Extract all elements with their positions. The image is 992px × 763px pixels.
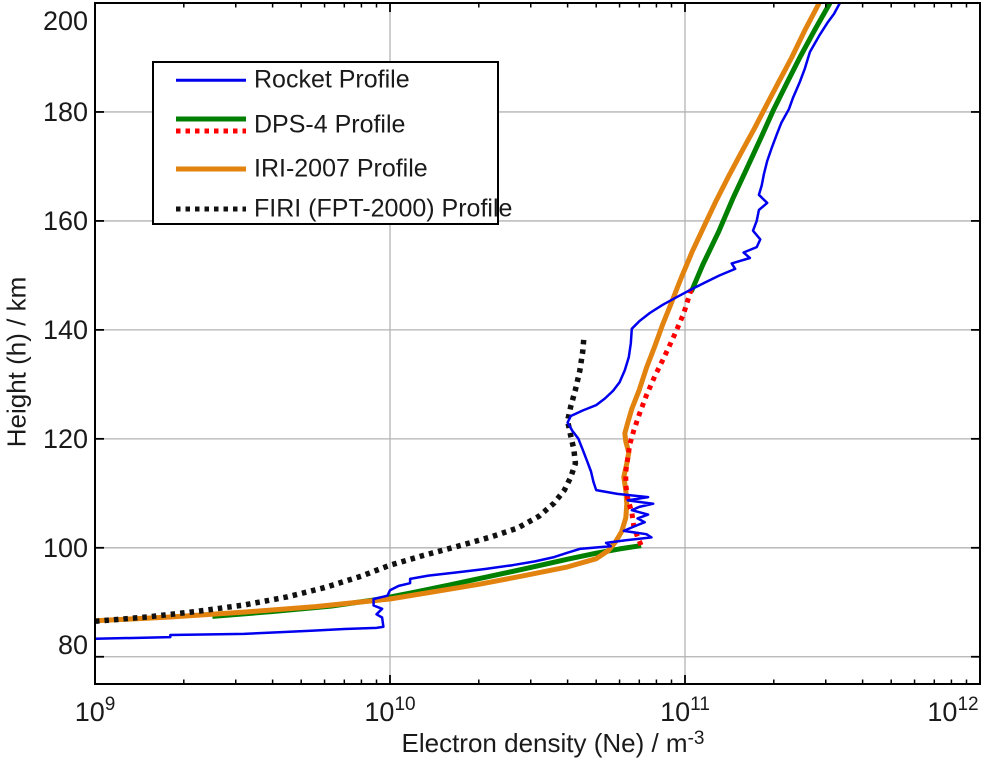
x-axis-label-text: Electron density (Ne) / m xyxy=(401,728,688,758)
x-tick-label-1e11: 1011 xyxy=(630,694,740,732)
legend-line-sample-iri-2007-profile xyxy=(176,166,246,172)
x-tick-exponent: 12 xyxy=(957,694,979,715)
series-dps-4-profile-upper-f-region xyxy=(689,3,833,293)
legend-label: FIRI (FPT-2000) Profile xyxy=(254,194,513,223)
x-tick-base: 10 xyxy=(927,697,958,727)
y-tick-label-120: 120 xyxy=(42,423,88,454)
legend-line-sample-dps-4-profile-0 xyxy=(176,116,246,122)
legend-line-sample-rocket-profile xyxy=(176,78,246,82)
series-firi-fpt-2000-profile-full-ends-near-139-km xyxy=(95,335,587,625)
y-axis-label: Height (h) / km xyxy=(2,277,33,448)
x-tick-label-1e9: 109 xyxy=(40,694,150,732)
y-axis-label-text: Height (h) / km xyxy=(1,276,32,448)
x-tick-label-1e12: 1012 xyxy=(898,694,992,732)
y-tick-label-160: 160 xyxy=(42,205,88,236)
y-tick-label-100: 100 xyxy=(42,532,88,563)
legend-line-sample-firi-fpt-2000-profile xyxy=(176,206,246,212)
series-iri-2007-profile-full xyxy=(95,3,822,624)
legend-label: DPS-4 Profile xyxy=(254,110,406,139)
y-tick-label-200: 200 xyxy=(42,6,88,36)
legend-label: Rocket Profile xyxy=(254,65,410,94)
x-tick-base: 10 xyxy=(74,697,105,727)
legend: Rocket Profile DPS-4 Profile IRI-2007 Prof… xyxy=(152,61,512,225)
y-tick-label-140: 140 xyxy=(42,314,88,345)
x-tick-exponent: 10 xyxy=(394,694,416,715)
axes-box xyxy=(94,2,981,685)
legend-line-sample-dps-4-profile-1 xyxy=(176,128,246,134)
series-dps-4-profile-lower-below-e-region-peak xyxy=(212,543,642,619)
x-tick-exponent: 9 xyxy=(104,694,116,715)
x-tick-base: 10 xyxy=(660,697,691,727)
x-axis-label: Electron density (Ne) / m-3 xyxy=(402,728,705,759)
legend-label: IRI-2007 Profile xyxy=(254,154,428,183)
x-tick-base: 10 xyxy=(364,697,395,727)
x-axis-label-exponent: -3 xyxy=(687,728,705,749)
y-tick-label-180: 180 xyxy=(42,96,88,127)
x-tick-exponent: 11 xyxy=(690,694,710,715)
y-tick-label-80: 80 xyxy=(57,630,88,660)
series-rocket-profile-full xyxy=(95,3,841,641)
series-dps-4-profile-middle-valley-dotted-red xyxy=(623,288,694,547)
x-tick-label-1e10: 1010 xyxy=(335,694,445,732)
